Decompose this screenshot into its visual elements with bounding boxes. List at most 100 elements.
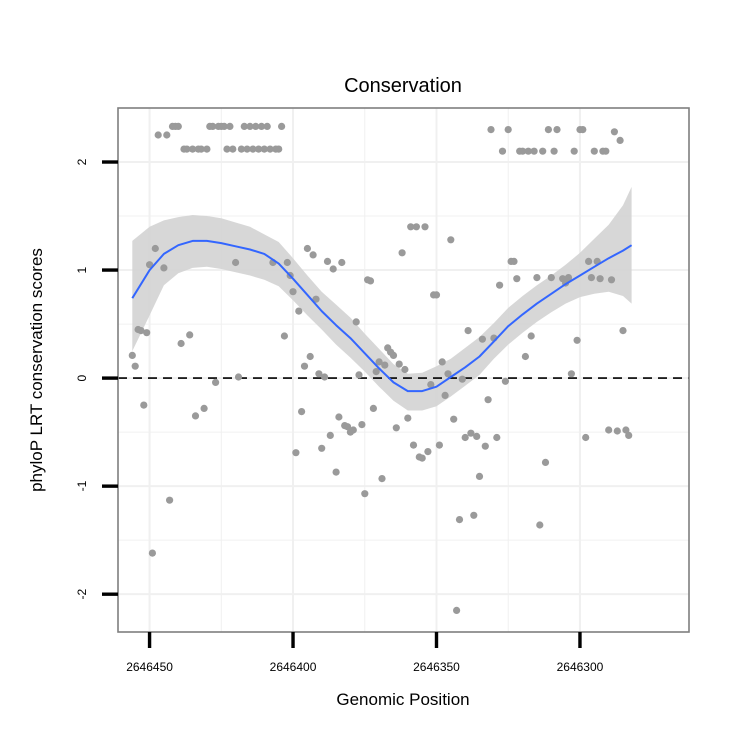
data-point bbox=[229, 145, 237, 153]
data-point bbox=[321, 373, 329, 381]
data-point bbox=[131, 362, 139, 370]
data-point bbox=[148, 549, 156, 557]
data-point bbox=[375, 358, 383, 366]
x-axis: 2646450 2646400 2646350 2646300 bbox=[126, 632, 604, 674]
data-point bbox=[444, 370, 452, 378]
data-point bbox=[128, 351, 136, 359]
data-point bbox=[260, 145, 268, 153]
data-point bbox=[424, 448, 432, 456]
data-point bbox=[435, 441, 443, 449]
data-point bbox=[283, 258, 291, 267]
data-point bbox=[564, 274, 573, 282]
data-point bbox=[298, 408, 306, 416]
data-point bbox=[289, 288, 297, 296]
data-point bbox=[146, 261, 154, 269]
data-point bbox=[450, 415, 458, 423]
data-point bbox=[453, 606, 461, 615]
data-point bbox=[567, 370, 576, 378]
data-point bbox=[318, 444, 326, 452]
data-point bbox=[470, 511, 478, 519]
data-point bbox=[378, 475, 386, 483]
y-tick-label: -1 bbox=[75, 480, 89, 491]
data-point bbox=[478, 335, 486, 343]
data-point bbox=[352, 318, 360, 326]
data-point bbox=[315, 370, 323, 378]
data-point bbox=[197, 145, 205, 153]
data-point bbox=[223, 145, 231, 153]
data-point bbox=[613, 427, 621, 435]
data-point bbox=[323, 257, 332, 265]
data-point bbox=[329, 265, 337, 273]
data-point bbox=[220, 122, 228, 130]
data-point bbox=[243, 145, 251, 153]
data-point bbox=[143, 329, 151, 337]
y-axis-title: phyloP LRT conservation scores bbox=[27, 248, 46, 492]
data-point bbox=[154, 131, 162, 139]
data-point bbox=[300, 362, 309, 370]
data-point bbox=[278, 122, 286, 130]
data-point bbox=[530, 147, 538, 155]
data-point bbox=[496, 281, 504, 289]
data-point bbox=[587, 274, 596, 282]
data-point bbox=[498, 147, 507, 155]
data-point bbox=[412, 223, 420, 231]
data-point bbox=[189, 145, 197, 153]
chart-title: Conservation bbox=[344, 75, 462, 97]
data-point bbox=[191, 412, 200, 420]
data-point bbox=[547, 274, 555, 282]
data-point bbox=[234, 373, 243, 381]
data-point bbox=[504, 126, 512, 134]
data-point bbox=[570, 147, 578, 155]
data-point bbox=[358, 421, 366, 429]
data-point bbox=[252, 122, 260, 130]
data-point bbox=[602, 147, 610, 155]
data-point bbox=[306, 352, 314, 361]
data-point bbox=[137, 327, 145, 335]
data-point bbox=[203, 145, 211, 153]
data-point bbox=[389, 351, 398, 359]
data-point bbox=[616, 136, 624, 144]
data-point bbox=[381, 361, 389, 369]
data-point bbox=[372, 368, 380, 376]
data-point bbox=[151, 244, 159, 253]
data-point bbox=[475, 472, 484, 480]
data-point bbox=[240, 122, 248, 130]
data-point bbox=[582, 433, 590, 442]
data-point bbox=[212, 378, 220, 386]
data-point bbox=[536, 521, 544, 529]
data-point bbox=[585, 257, 593, 265]
data-point bbox=[369, 404, 377, 412]
data-point bbox=[343, 423, 352, 431]
data-point bbox=[174, 122, 182, 130]
data-point bbox=[160, 264, 168, 272]
y-tick-label: 2 bbox=[75, 158, 89, 165]
data-point bbox=[232, 258, 240, 267]
data-point bbox=[409, 441, 418, 449]
x-axis-title: Genomic Position bbox=[336, 690, 469, 709]
data-point bbox=[332, 468, 340, 476]
data-point bbox=[338, 258, 346, 267]
data-point bbox=[438, 358, 446, 366]
data-point bbox=[398, 249, 406, 257]
data-point bbox=[553, 126, 561, 134]
data-point bbox=[163, 131, 171, 139]
data-point bbox=[527, 332, 535, 340]
data-point bbox=[473, 432, 481, 440]
data-point bbox=[349, 426, 357, 434]
data-point bbox=[295, 307, 303, 315]
data-point bbox=[255, 145, 263, 153]
data-point bbox=[590, 147, 598, 155]
data-point bbox=[493, 433, 501, 442]
smooth-line-layer bbox=[131, 239, 633, 393]
data-point bbox=[455, 516, 464, 524]
data-point bbox=[418, 454, 426, 462]
data-point bbox=[427, 381, 435, 389]
data-point bbox=[539, 147, 547, 155]
data-point bbox=[464, 327, 472, 335]
data-point bbox=[533, 274, 541, 282]
data-point bbox=[607, 276, 616, 284]
data-point bbox=[404, 414, 412, 422]
data-point bbox=[355, 371, 363, 379]
data-point bbox=[177, 339, 185, 348]
